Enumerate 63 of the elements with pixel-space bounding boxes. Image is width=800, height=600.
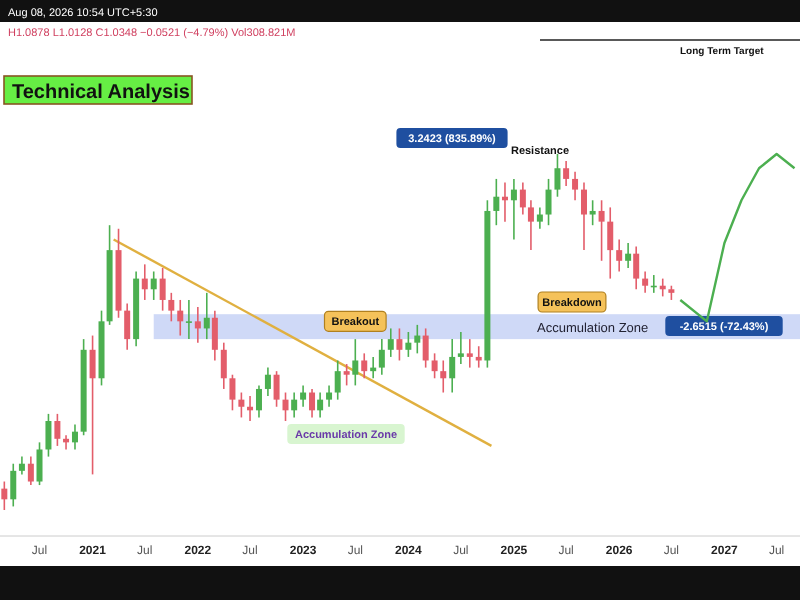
candlestick: [580, 181, 587, 251]
candlestick: [291, 391, 298, 419]
candlestick: [326, 384, 333, 408]
chart-title: Technical Analysis: [12, 82, 191, 104]
candlestick: [273, 370, 280, 408]
candlestick: [317, 391, 324, 419]
candlestick: [414, 324, 421, 355]
candlestick: [124, 302, 131, 351]
candlestick: [194, 306, 201, 344]
candlestick: [255, 384, 262, 419]
candlestick: [449, 338, 456, 394]
candlestick: [229, 373, 236, 412]
candlestick: [527, 199, 534, 251]
candlestick: [71, 423, 78, 451]
candlestick: [563, 160, 570, 187]
candlestick: [440, 359, 447, 394]
candlestick: [27, 455, 34, 486]
candlestick: [1, 480, 8, 511]
candlestick: [334, 359, 341, 401]
candlestick: [220, 341, 227, 390]
candlestick: [168, 292, 175, 323]
candlestick: [616, 238, 623, 273]
candlestick: [589, 199, 596, 226]
candlestick: [536, 206, 543, 230]
candlestick: [309, 388, 316, 419]
candlestick: [625, 242, 632, 269]
candlestick: [150, 270, 157, 301]
candlestick: [300, 384, 307, 408]
candlestick: [89, 334, 96, 476]
candlestick: [431, 352, 438, 380]
candlestick: [211, 309, 218, 362]
candlestick: [466, 338, 473, 369]
candlestick: [36, 441, 43, 486]
candlestick: [633, 245, 640, 291]
candlestick: [264, 366, 271, 397]
candlestick: [177, 299, 184, 337]
candlestick: [422, 327, 429, 369]
candlestick: [54, 413, 61, 447]
candlestick: [598, 199, 605, 262]
candlestick: [572, 171, 579, 202]
candlestick: [545, 178, 552, 226]
candlestick: [607, 206, 614, 280]
candlestick: [141, 263, 148, 301]
candlestick: [282, 391, 289, 422]
candlestick: [405, 331, 412, 358]
candlestick: [378, 338, 385, 376]
candlestick: [361, 352, 368, 380]
candlestick: [457, 331, 464, 365]
candlestick: [10, 462, 17, 508]
candlestick: [554, 153, 561, 198]
candlestick: [343, 363, 350, 387]
candlestick: [45, 413, 52, 458]
candlestick: [642, 270, 649, 294]
candlestick: [185, 299, 192, 340]
candlestick: [238, 391, 245, 419]
candlestick: [396, 327, 403, 362]
candlestick: [493, 178, 500, 226]
candlestick: [387, 327, 394, 358]
candlestick: [159, 267, 166, 312]
candlestick: [352, 338, 359, 387]
candlestick: [510, 178, 517, 241]
candlestick: [519, 181, 526, 216]
candlestick: [203, 292, 210, 340]
